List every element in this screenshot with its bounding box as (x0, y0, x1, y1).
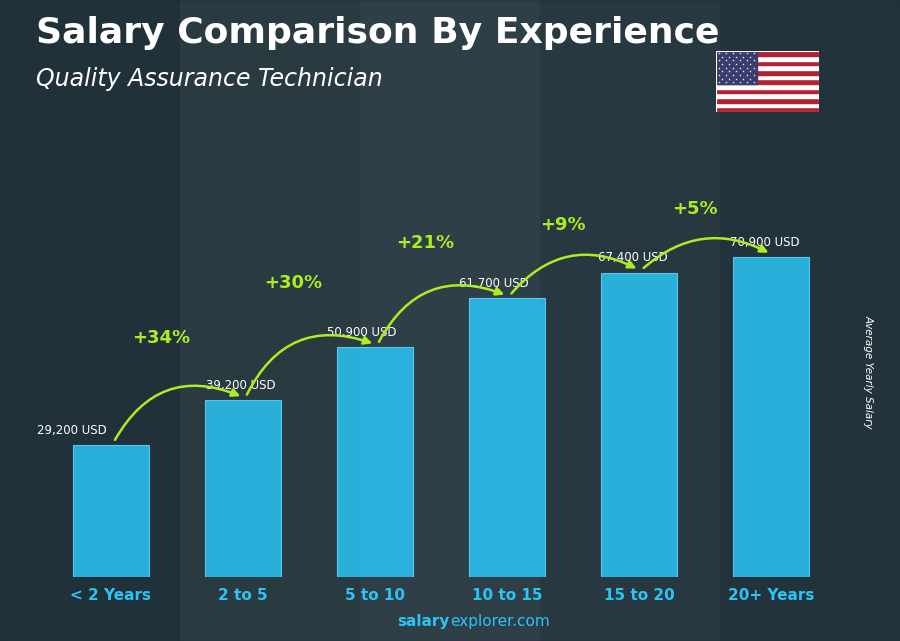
Bar (337, 347, 413, 577)
Text: 67,400 USD: 67,400 USD (598, 251, 667, 264)
Bar (716, 103, 819, 108)
Bar (716, 51, 819, 56)
Bar (73, 445, 149, 577)
Text: +9%: +9% (540, 215, 585, 234)
Bar (716, 94, 819, 98)
Text: 29,200 USD: 29,200 USD (37, 424, 106, 437)
Bar (0, 0, 180, 641)
Bar (720, 0, 900, 641)
Bar (733, 256, 809, 577)
Text: +30%: +30% (264, 274, 322, 292)
Bar (716, 56, 819, 61)
Text: +5%: +5% (671, 200, 717, 218)
Bar (716, 88, 819, 94)
Bar (204, 400, 282, 577)
Text: 61,700 USD: 61,700 USD (459, 277, 528, 290)
Bar (716, 84, 819, 88)
Text: 50,900 USD: 50,900 USD (327, 326, 397, 339)
Bar (469, 298, 545, 577)
Bar (716, 51, 757, 84)
Bar (716, 61, 819, 65)
Bar (716, 75, 819, 79)
Text: Quality Assurance Technician: Quality Assurance Technician (36, 67, 382, 91)
Bar (716, 108, 819, 112)
Bar (716, 70, 819, 75)
Text: explorer.com: explorer.com (450, 615, 550, 629)
Bar (540, 0, 720, 641)
Bar (360, 0, 540, 641)
Bar (716, 79, 819, 84)
Text: salary: salary (398, 615, 450, 629)
Text: +21%: +21% (396, 234, 454, 252)
Text: Average Yearly Salary: Average Yearly Salary (863, 315, 874, 429)
Text: +34%: +34% (132, 329, 190, 347)
Text: 70,900 USD: 70,900 USD (730, 236, 799, 249)
Text: 39,200 USD: 39,200 USD (205, 379, 275, 392)
Text: Salary Comparison By Experience: Salary Comparison By Experience (36, 16, 719, 50)
Bar (716, 65, 819, 70)
Bar (716, 98, 819, 103)
Bar (180, 0, 360, 641)
Bar (600, 272, 678, 577)
